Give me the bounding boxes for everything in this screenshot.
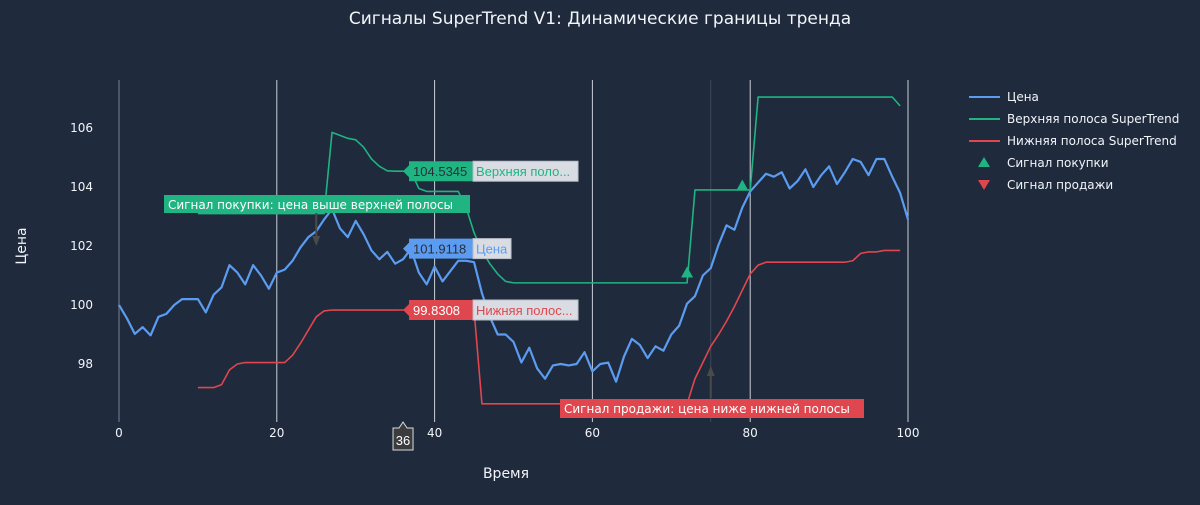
buy-annotation-text: Сигнал покупки: цена выше верхней полосы xyxy=(168,198,453,212)
hover-value-text: 101.9118 xyxy=(413,242,466,257)
hover-value-box xyxy=(403,238,474,259)
x-tick-label: 0 xyxy=(115,426,123,440)
hover-series-box xyxy=(472,160,579,182)
axes: 0 20 40 60 80 100 98 100 102 104 106 xyxy=(70,121,919,440)
hover-series-box xyxy=(472,299,579,321)
x-tick-label: 60 xyxy=(585,426,600,440)
upper-band-line xyxy=(197,96,901,284)
buy-signal-marker[interactable] xyxy=(681,266,694,278)
legend[interactable]: Цена Верхняя полоса SuperTrend Нижняя поло… xyxy=(969,90,1179,192)
series xyxy=(118,96,910,405)
legend-label: Сигнал продажи xyxy=(1007,178,1113,192)
hover-series-name: Цена xyxy=(476,242,508,257)
hover-value-box xyxy=(403,161,474,182)
legend-label: Нижняя полоса SuperTrend xyxy=(1007,134,1177,148)
y-tick-label: 102 xyxy=(70,239,93,253)
x-tick-label: 80 xyxy=(743,426,758,440)
price-line xyxy=(118,157,910,383)
hover-labels: 104.5345 Верхняя поло... 101.9118 Цена 99.83… xyxy=(392,160,579,451)
x-tick-label: 100 xyxy=(897,426,920,440)
chart-title: Сигналы SuperTrend V1: Динамические гран… xyxy=(348,9,852,29)
legend-item[interactable]: Сигнал продажи xyxy=(978,178,1113,192)
hover-value-box xyxy=(403,299,474,320)
y-tick-label: 98 xyxy=(78,357,93,371)
y-tick-label: 104 xyxy=(70,180,93,194)
hover-x-label-text: 36 xyxy=(396,433,410,448)
sell-annotation-box xyxy=(560,399,864,418)
legend-label: Цена xyxy=(1007,90,1039,104)
legend-label: Верхняя полоса SuperTrend xyxy=(1007,112,1179,126)
buy-annotation-box xyxy=(164,195,470,213)
legend-label: Сигнал покупки xyxy=(1007,156,1109,170)
hover-series-name: Нижняя полос... xyxy=(476,303,573,318)
hover-x-label-box xyxy=(392,421,414,451)
hover-series-box xyxy=(472,238,512,260)
annotations: Сигнал покупки: цена выше верхней полосы… xyxy=(164,195,864,418)
legend-item[interactable]: Нижняя полоса SuperTrend xyxy=(969,134,1177,148)
y-tick-label: 100 xyxy=(70,298,93,312)
hover-value-text: 104.5345 xyxy=(413,164,467,179)
buy-annotation-arrowhead xyxy=(312,236,321,246)
legend-item[interactable]: Цена xyxy=(969,90,1039,104)
grid xyxy=(118,80,909,422)
triangle-up-icon xyxy=(978,157,990,167)
hover-series-name: Верхняя поло... xyxy=(476,164,570,179)
y-tick-label: 106 xyxy=(70,121,93,135)
y-axis-title: Цена xyxy=(14,227,30,264)
x-tick-label: 20 xyxy=(269,426,284,440)
triangle-down-icon xyxy=(978,180,990,190)
signal-markers xyxy=(681,179,749,278)
lower-band-line xyxy=(197,249,901,405)
legend-item[interactable]: Верхняя полоса SuperTrend xyxy=(969,112,1179,126)
x-tick-label: 40 xyxy=(427,426,442,440)
sell-annotation-arrowhead xyxy=(706,366,715,376)
legend-item[interactable]: Сигнал покупки xyxy=(978,156,1109,170)
x-axis-title: Время xyxy=(483,466,529,482)
sell-annotation-text: Сигнал продажи: цена ниже нижней полосы xyxy=(564,402,850,416)
buy-signal-marker[interactable] xyxy=(736,179,749,191)
hover-value-text: 99.8308 xyxy=(413,303,460,318)
